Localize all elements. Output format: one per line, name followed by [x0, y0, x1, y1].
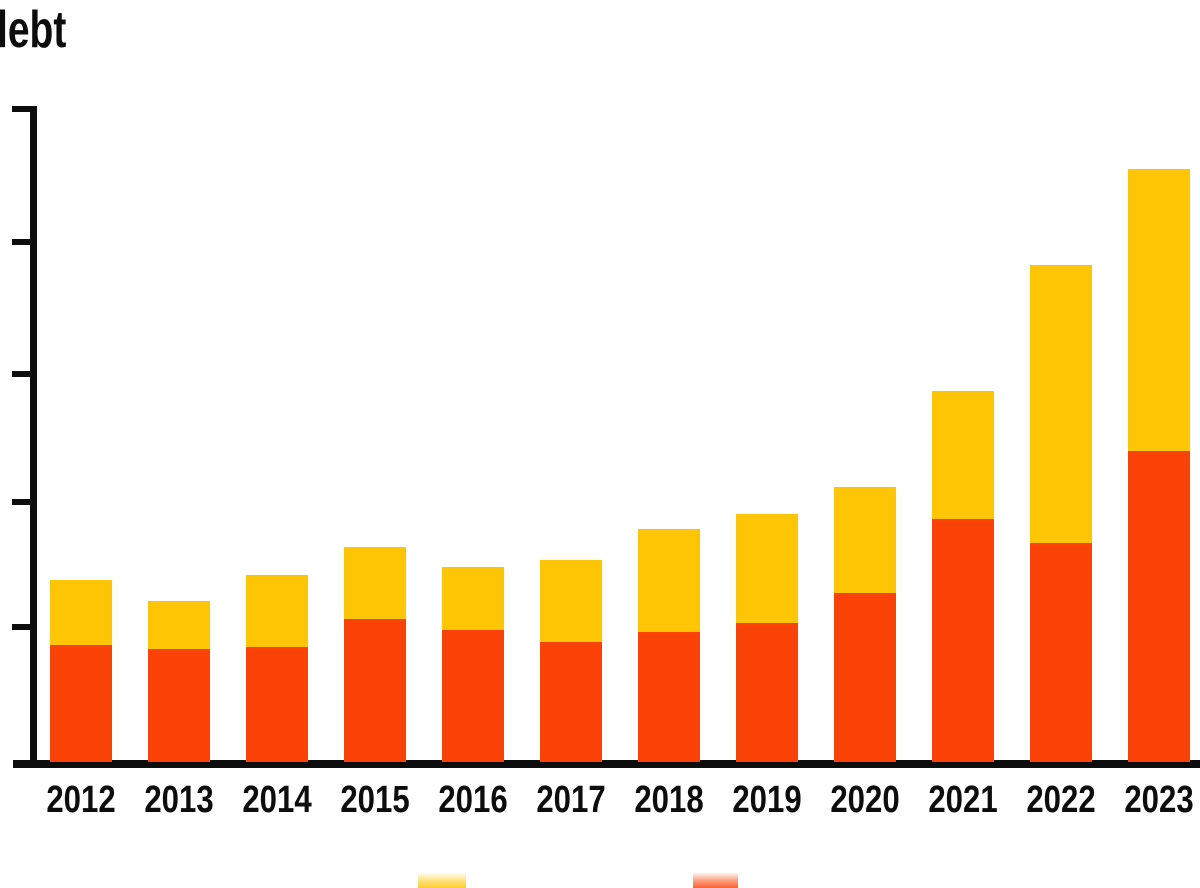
- chart-title-partial: lebt: [0, 1, 67, 59]
- x-axis-label-2013: 2013: [144, 779, 214, 821]
- x-axis-label-2021: 2021: [928, 779, 998, 821]
- bar-segment-red-2014: [246, 647, 308, 762]
- x-axis-label-2014: 2014: [242, 779, 312, 821]
- bar-segment-red-2020: [834, 593, 896, 762]
- bar-segment-red-2017: [540, 642, 602, 762]
- x-axis-line: [13, 760, 1200, 768]
- bar-segment-yellow-2012: [50, 580, 112, 645]
- bar-segment-yellow-2019: [736, 514, 798, 623]
- bar-segment-red-2016: [442, 630, 504, 762]
- legend-swatch-orange-series-swatch: [693, 872, 738, 888]
- bar-2021: [932, 391, 994, 762]
- x-axis-label-2022: 2022: [1026, 779, 1096, 821]
- legend-swatch-yellow-series-swatch: [418, 872, 466, 888]
- x-axis-label-2020: 2020: [830, 779, 900, 821]
- bar-segment-yellow-2014: [246, 575, 308, 647]
- y-axis-line: [30, 106, 37, 768]
- bar-2018: [638, 529, 700, 762]
- x-axis-label-2023: 2023: [1124, 779, 1194, 821]
- bar-segment-red-2012: [50, 645, 112, 762]
- bar-segment-yellow-2023: [1128, 169, 1190, 451]
- bar-2019: [736, 514, 798, 762]
- bar-segment-yellow-2017: [540, 560, 602, 642]
- bar-segment-yellow-2018: [638, 529, 700, 632]
- y-axis-tick: [12, 499, 36, 505]
- x-axis-label-2017: 2017: [536, 779, 606, 821]
- bar-2020: [834, 487, 896, 762]
- bar-2016: [442, 567, 504, 762]
- bar-segment-yellow-2022: [1030, 265, 1092, 543]
- bar-2014: [246, 575, 308, 762]
- bar-segment-red-2022: [1030, 543, 1092, 762]
- y-axis-tick: [12, 371, 36, 377]
- x-axis-label-2015: 2015: [340, 779, 410, 821]
- bar-2013: [148, 601, 210, 762]
- bar-2017: [540, 560, 602, 762]
- bar-2015: [344, 547, 406, 762]
- x-axis-label-2018: 2018: [634, 779, 704, 821]
- bar-segment-red-2015: [344, 619, 406, 762]
- y-axis-tick: [12, 239, 36, 245]
- bar-segment-yellow-2020: [834, 487, 896, 593]
- bar-segment-red-2021: [932, 519, 994, 762]
- y-axis-tick: [12, 106, 36, 112]
- x-axis-label-2016: 2016: [438, 779, 508, 821]
- bar-segment-yellow-2013: [148, 601, 210, 649]
- bar-2022: [1030, 265, 1092, 762]
- bar-segment-yellow-2016: [442, 567, 504, 630]
- x-axis-label-2019: 2019: [732, 779, 802, 821]
- bar-segment-yellow-2015: [344, 547, 406, 619]
- y-axis-tick: [12, 624, 36, 630]
- bar-2012: [50, 580, 112, 762]
- bar-segment-red-2013: [148, 649, 210, 762]
- bar-2023: [1128, 169, 1190, 762]
- x-axis-label-2012: 2012: [46, 779, 116, 821]
- bar-segment-red-2018: [638, 632, 700, 762]
- bar-segment-red-2023: [1128, 451, 1190, 762]
- bar-segment-red-2019: [736, 623, 798, 762]
- bar-segment-yellow-2021: [932, 391, 994, 519]
